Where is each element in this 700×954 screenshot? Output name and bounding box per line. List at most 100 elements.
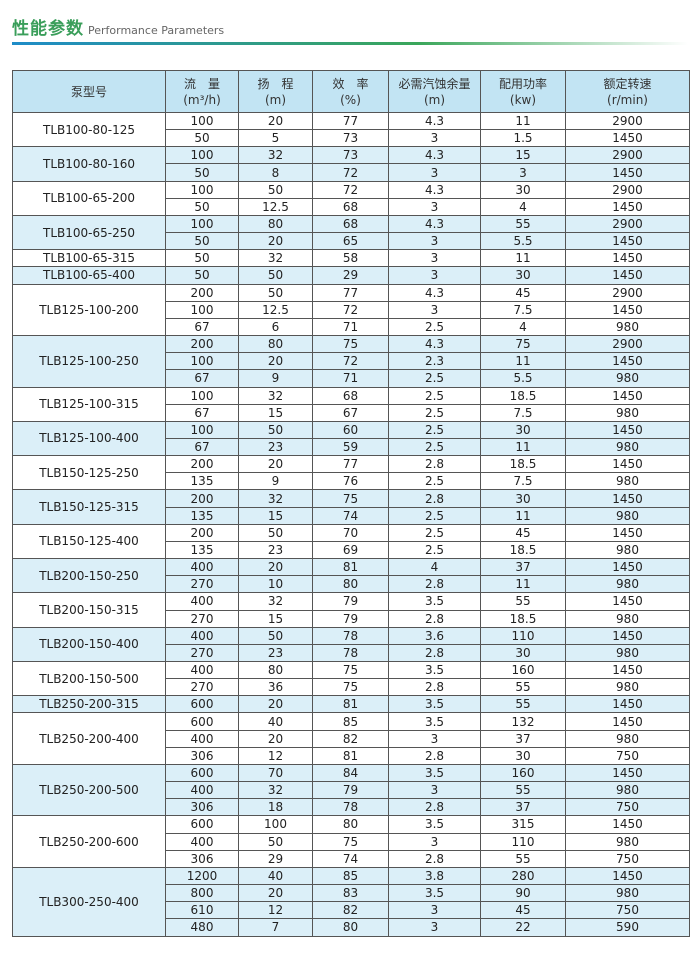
value-cell: 50 — [238, 283, 313, 302]
value-cell: 980 — [565, 832, 690, 851]
value-cell: 77 — [312, 111, 389, 131]
subtitle: Performance Parameters — [88, 24, 225, 37]
value-cell: 2900 — [565, 180, 690, 199]
value-cell: 315 — [480, 815, 566, 834]
table-body: TLB100-80-125 100 20 77 4.3 11 2900 50 5 73 3 1.5 14… — [12, 111, 690, 937]
value-cell: 2.8 — [388, 798, 481, 817]
table-row: TLB100-65-250 100 80 68 4.3 55 2900 — [12, 214, 690, 251]
value-cell: 81 — [312, 695, 389, 714]
model-cell: TLB100-65-250 — [12, 214, 166, 251]
value-cell: 37 — [480, 729, 566, 748]
value-cell: 4.3 — [388, 146, 481, 165]
value-cell: 306 — [165, 746, 239, 765]
value-cell: 68 — [312, 197, 389, 216]
value-cell: 1450 — [565, 592, 690, 611]
value-cell: 10 — [238, 575, 313, 594]
table-row: TLB100-80-160 100 32 73 4.3 15 2900 — [12, 146, 690, 182]
table-row: 67 15 67 2.5 7.5 980 — [13, 403, 690, 422]
value-cell: 30 — [480, 180, 566, 199]
value-cell: 67 — [165, 437, 239, 457]
value-cell: 400 — [165, 626, 239, 645]
value-cell: 81 — [312, 558, 389, 577]
value-cell: 3 — [388, 266, 481, 285]
value-cell: 400 — [165, 592, 239, 611]
value-cell: 7.5 — [480, 403, 566, 422]
value-cell: 2.5 — [388, 420, 481, 439]
column-header: 额定转速 (r/min) — [565, 70, 690, 113]
value-cell: 79 — [312, 592, 389, 611]
value-cell: 980 — [565, 403, 690, 422]
value-cell: 3 — [388, 729, 481, 748]
value-cell: 11 — [480, 111, 566, 131]
value-cell: 2.5 — [388, 540, 481, 560]
model-cell: TLB125-100-400 — [12, 420, 166, 457]
value-cell: 3.8 — [388, 866, 481, 886]
value-cell: 400 — [165, 729, 239, 748]
value-cell: 50 — [238, 523, 313, 542]
value-cell: 4.3 — [388, 335, 481, 354]
value-cell: 18.5 — [480, 609, 566, 628]
value-cell: 980 — [565, 884, 690, 903]
value-cell: 3 — [388, 832, 481, 851]
value-cell: 3 — [480, 163, 566, 182]
value-cell: 400 — [165, 781, 239, 800]
value-cell: 18.5 — [480, 386, 566, 405]
table-row: TLB100-65-200 100 50 72 4.3 30 2900 — [12, 180, 690, 216]
value-cell: 55 — [480, 678, 566, 697]
value-cell: 80 — [312, 575, 389, 594]
table-row: 135 15 74 2.5 11 980 — [13, 506, 690, 525]
model-cell: TLB250-200-500 — [12, 763, 166, 817]
value-cell: 20 — [238, 884, 313, 903]
value-cell: 600 — [165, 712, 239, 731]
value-cell: 160 — [480, 660, 566, 680]
value-cell: 75 — [312, 489, 389, 508]
value-cell: 2.8 — [388, 643, 481, 663]
value-cell: 4.3 — [388, 214, 481, 234]
table-row: TLB150-125-250 200 20 77 2.8 18.5 1450 — [12, 455, 690, 491]
value-cell: 30 — [480, 420, 566, 439]
value-cell: 45 — [480, 283, 566, 302]
value-cell: 11 — [480, 249, 566, 268]
value-cell: 2900 — [565, 111, 690, 131]
value-cell: 80 — [312, 918, 389, 937]
value-cell: 2900 — [565, 146, 690, 165]
table-row: 270 36 75 2.8 55 980 — [13, 678, 690, 697]
column-name: 配用功率 — [498, 76, 547, 91]
table-row: 480 7 80 3 22 590 — [13, 918, 690, 937]
value-cell: 980 — [565, 729, 690, 748]
value-cell: 4 — [480, 197, 566, 216]
table-row: TLB250-200-315 600 20 81 3.5 55 1450 — [12, 695, 690, 714]
column-unit: (m) — [423, 92, 446, 107]
value-cell: 36 — [238, 678, 313, 697]
value-cell: 80 — [238, 335, 313, 354]
value-cell: 32 — [238, 249, 313, 268]
value-cell: 110 — [480, 626, 566, 645]
value-cell: 270 — [165, 643, 239, 663]
model-cell: TLB200-150-250 — [12, 558, 166, 594]
model-cell: TLB125-100-315 — [12, 386, 166, 422]
column-header: 必需汽蚀余量 (m) — [388, 70, 481, 113]
value-cell: 135 — [165, 506, 239, 525]
table-row: 135 9 76 2.5 7.5 980 — [13, 472, 690, 491]
value-cell: 2.8 — [388, 746, 481, 765]
value-cell: 67 — [165, 317, 239, 337]
column-header: 配用功率 (kw) — [480, 70, 566, 113]
value-cell: 2.8 — [388, 849, 481, 868]
value-cell: 200 — [165, 523, 239, 542]
value-cell: 4.3 — [388, 111, 481, 131]
column-unit: (r/min) — [607, 92, 648, 107]
value-cell: 200 — [165, 455, 239, 474]
value-cell: 3 — [388, 129, 481, 148]
value-cell: 70 — [312, 523, 389, 542]
value-cell: 50 — [238, 626, 313, 645]
value-cell: 1450 — [565, 489, 690, 508]
value-cell: 2.5 — [388, 386, 481, 405]
model-cell: TLB250-200-315 — [12, 695, 166, 714]
value-cell: 2.8 — [388, 609, 481, 628]
value-cell: 5 — [238, 129, 313, 148]
value-cell: 72 — [312, 163, 389, 182]
table-row: 400 32 79 3 55 980 — [13, 781, 690, 800]
value-cell: 11 — [480, 437, 566, 457]
value-cell: 2.5 — [388, 506, 481, 525]
value-cell: 610 — [165, 901, 239, 920]
